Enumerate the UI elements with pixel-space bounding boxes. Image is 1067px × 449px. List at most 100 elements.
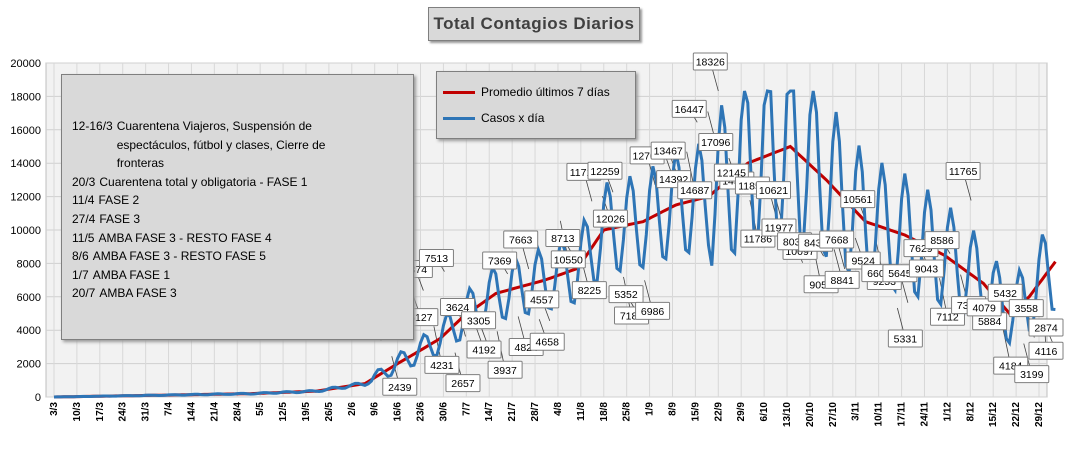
- data-label: 10561: [843, 194, 872, 206]
- event-item: 1/7 AMBA FASE 1: [72, 266, 413, 285]
- data-label: 18326: [696, 56, 725, 68]
- data-label: 5331: [894, 333, 918, 345]
- x-tick-label: 27/10: [828, 402, 839, 427]
- event-date: 8/6: [72, 249, 89, 264]
- data-label-box: [1028, 341, 1064, 360]
- data-label: 2874: [1034, 323, 1058, 335]
- y-tick-label: 0: [35, 392, 41, 404]
- x-tick-label: 15/12: [988, 402, 999, 427]
- data-label: 3305: [467, 315, 491, 327]
- event-item: 11/5 AMBA FASE 3 - RESTO FASE 4: [72, 229, 413, 248]
- events-annotation-box: 12-16/3 Cuarentena Viajeros, Suspensión d…: [61, 74, 414, 340]
- data-label-box: [1008, 299, 1044, 318]
- x-tick-label: 24/3: [118, 402, 129, 422]
- legend: Promedio últimos 7 días Casos x día: [436, 71, 636, 139]
- event-date: 27/4: [72, 211, 96, 226]
- legend-item-daily: Casos x día: [443, 106, 629, 130]
- x-tick-label: 25/8: [622, 402, 633, 422]
- data-label: 6127: [409, 312, 433, 324]
- x-tick-label: 7/4: [164, 402, 175, 416]
- y-tick-label: 8000: [17, 258, 41, 270]
- data-label: 2439: [388, 382, 412, 394]
- data-label-box: [887, 329, 923, 348]
- event-item: 8/6 AMBA FASE 3 - RESTO FASE 5: [72, 247, 413, 266]
- legend-swatch-daily: [443, 116, 475, 120]
- data-label-box: [587, 161, 623, 180]
- y-tick-label: 12000: [10, 192, 41, 204]
- event-text: AMBA FASE 3: [99, 286, 177, 301]
- y-axis: 0 2000 4000 6000 8000 10000 12000 14000 16000 180…: [10, 58, 41, 404]
- x-tick-label: 26/5: [324, 402, 335, 422]
- x-tick-label: 12/5: [278, 402, 289, 422]
- y-tick-label: 4000: [17, 325, 41, 337]
- x-tick-label: 29/9: [736, 402, 747, 422]
- data-label-box: [756, 181, 792, 200]
- data-label: 7112: [936, 312, 959, 324]
- data-label: 8841: [830, 275, 854, 287]
- data-label-box: [418, 249, 454, 268]
- data-label-box: [966, 298, 1002, 317]
- y-tick-label: 14000: [10, 158, 41, 170]
- x-tick-label: 28/7: [530, 402, 541, 422]
- x-axis: 3/3 10/3 17/3 24/3 31/3 7/4 14/4 21/4 28/4 5/5 12/…: [49, 402, 1045, 427]
- data-label-box: [487, 360, 523, 379]
- data-label-box: [466, 340, 502, 359]
- event-text: AMBA FASE 1: [92, 267, 171, 282]
- data-label-box: [382, 377, 418, 396]
- x-tick-label: 9/6: [370, 402, 381, 416]
- event-date: 11/4: [72, 193, 95, 208]
- data-label-box: [524, 290, 560, 309]
- data-label-box: [529, 332, 565, 351]
- data-label: 7663: [509, 235, 533, 247]
- x-tick-label: 3/11: [851, 402, 862, 421]
- x-tick-label: 14/4: [186, 402, 197, 422]
- data-label: 6986: [641, 306, 665, 318]
- data-label: 7369: [488, 255, 512, 267]
- x-tick-label: 21/7: [507, 402, 518, 422]
- data-label: 11765: [949, 166, 978, 178]
- x-tick-label: 11/8: [576, 402, 587, 421]
- x-tick-label: 17/11: [897, 402, 908, 427]
- data-label: 13467: [654, 146, 683, 158]
- event-date: 1/7: [72, 267, 89, 282]
- data-label-box: [608, 285, 644, 304]
- data-label-box: [840, 190, 876, 209]
- event-text: AMBA FASE 3 - RESTO FASE 4: [98, 230, 272, 245]
- x-tick-label: 5/5: [255, 402, 266, 416]
- x-tick-label: 22/12: [1011, 402, 1022, 427]
- event-date: 20/3: [72, 174, 96, 189]
- x-tick-label: 31/3: [141, 402, 152, 422]
- x-tick-label: 21/4: [209, 402, 220, 422]
- y-tick-label: 2000: [17, 359, 41, 371]
- x-tick-label: 6/10: [759, 402, 770, 422]
- chart-title: Total Contagios Diarios: [428, 7, 640, 41]
- x-tick-label: 20/10: [805, 402, 816, 427]
- data-label-box: [571, 281, 607, 300]
- data-label-box: [987, 283, 1023, 302]
- x-tick-label: 28/4: [232, 402, 243, 422]
- data-label: 14687: [680, 185, 709, 197]
- x-tick-label: 22/9: [713, 402, 724, 422]
- data-label: 4192: [472, 344, 496, 356]
- data-label-box: [461, 311, 497, 330]
- event-text: FASE 3: [99, 211, 141, 226]
- data-label: 17096: [701, 137, 730, 149]
- data-label-box: [1014, 365, 1050, 384]
- y-tick-label: 10000: [10, 225, 41, 237]
- data-label: 7668: [825, 234, 849, 246]
- x-tick-label: 8/12: [965, 402, 976, 422]
- data-label: 2657: [451, 378, 475, 390]
- data-label-box: [482, 251, 518, 270]
- legend-label: Promedio últimos 7 días: [481, 85, 610, 99]
- data-label-box: [1028, 318, 1064, 337]
- data-label-box: [545, 228, 581, 247]
- data-label-box: [424, 355, 460, 374]
- event-item: 12-16/3 Cuarentena Viajeros, Suspensión d…: [72, 117, 413, 173]
- x-tick-label: 30/6: [438, 402, 449, 422]
- data-label-box: [945, 162, 981, 181]
- x-tick-label: 4/8: [553, 402, 564, 416]
- x-tick-label: 18/8: [599, 402, 610, 422]
- event-item: 20/3 Cuarentena total y obligatoria - FAS…: [72, 173, 413, 192]
- data-label: 10621: [759, 185, 788, 197]
- y-tick-label: 6000: [17, 292, 41, 304]
